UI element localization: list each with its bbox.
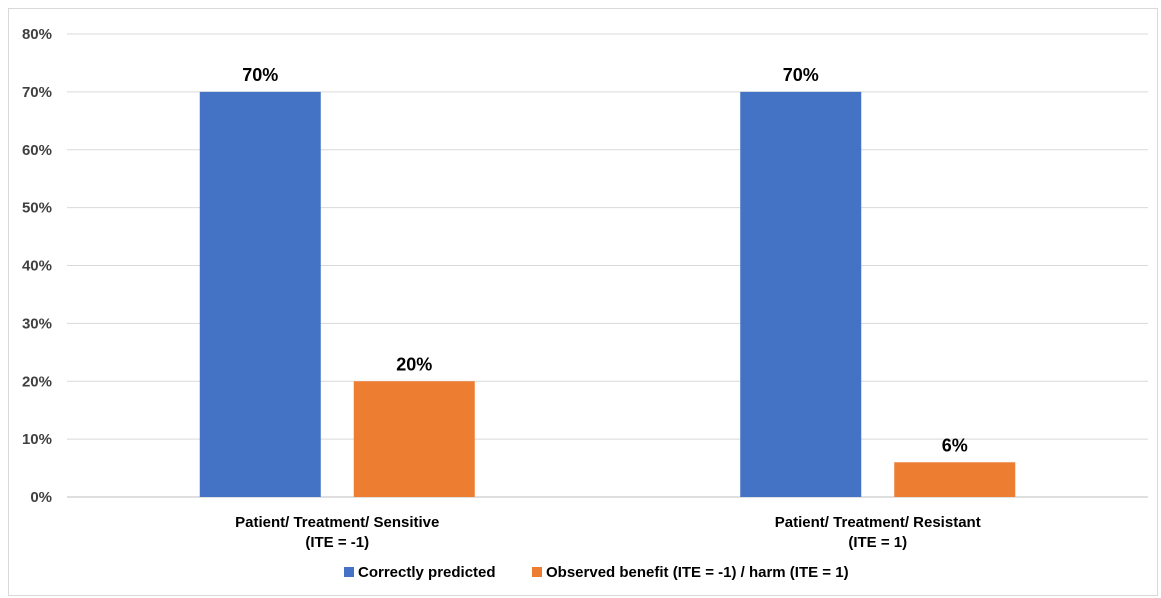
data-label: 6%	[942, 435, 968, 455]
category-label: Patient/ Treatment/ Resistant	[775, 514, 981, 531]
category-label: (ITE = 1)	[848, 534, 907, 551]
y-tick-label: 30%	[22, 315, 52, 332]
y-axis-ticks: 0% 10% 20% 30% 40% 50% 60% 70% 80%	[22, 26, 52, 506]
bar-observed-benefit-harm	[353, 381, 475, 497]
y-tick-label: 10%	[22, 431, 52, 448]
data-labels: 70% 20% 70% 6%	[242, 65, 968, 455]
legend-swatch	[532, 567, 542, 577]
data-label: 70%	[242, 65, 278, 85]
legend: Correctly predicted Observed benefit (ITE…	[344, 564, 849, 581]
y-tick-label: 50%	[22, 200, 52, 217]
y-tick-label: 40%	[22, 258, 52, 275]
bar-correctly-predicted	[199, 91, 321, 497]
x-axis-categories: Patient/ Treatment/ Sensitive (ITE = -1) P…	[235, 514, 981, 551]
data-label: 70%	[783, 65, 819, 85]
legend-swatch	[344, 567, 354, 577]
legend-label: Correctly predicted	[358, 564, 496, 581]
y-tick-label: 0%	[30, 489, 52, 506]
category-label: Patient/ Treatment/ Sensitive	[235, 514, 439, 531]
legend-label: Observed benefit (ITE = -1) / harm (ITE …	[546, 564, 849, 581]
data-label: 20%	[396, 354, 432, 374]
chart-frame	[8, 8, 1158, 596]
bar-observed-benefit-harm	[894, 462, 1016, 497]
y-tick-label: 20%	[22, 373, 52, 390]
y-tick-label: 70%	[22, 84, 52, 101]
category-label: (ITE = -1)	[305, 534, 369, 551]
y-tick-label: 80%	[22, 26, 52, 43]
bars	[199, 91, 1016, 497]
y-tick-label: 60%	[22, 142, 52, 159]
bar-correctly-predicted	[740, 91, 862, 497]
